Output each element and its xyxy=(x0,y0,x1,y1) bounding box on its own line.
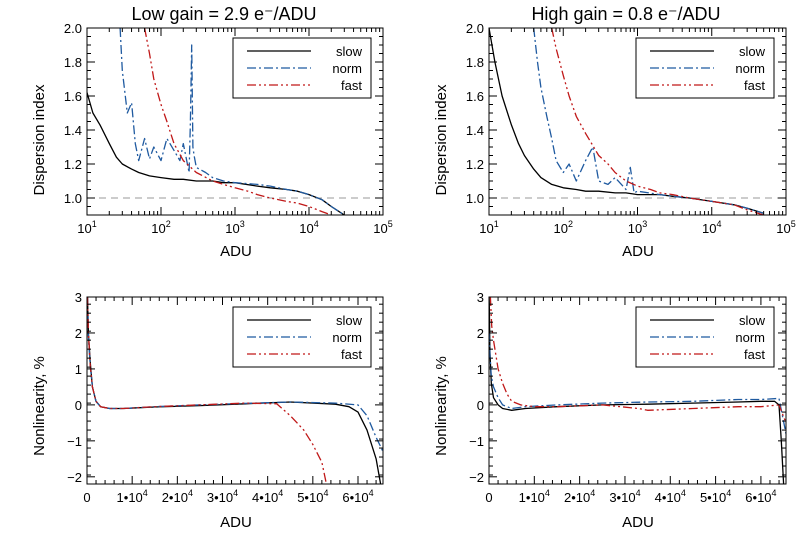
x-tick-label: 102 xyxy=(151,219,170,236)
x-tick-label: 5•104 xyxy=(700,488,731,505)
x-tick-label: 1•104 xyxy=(519,488,550,505)
legend-label-slow: slow xyxy=(336,313,363,328)
y-tick-label: 1.2 xyxy=(64,157,82,172)
x-tick-label: 3•104 xyxy=(609,488,640,505)
legend: slow norm fast xyxy=(232,306,372,368)
y-tick-label: 0 xyxy=(75,398,82,413)
y-tick-label: −1 xyxy=(469,434,484,449)
y-tick-label: −1 xyxy=(67,434,82,449)
y-tick-label: 1 xyxy=(477,362,484,377)
panel-high-gain-nonlinearity: ADU Nonlinearity, % 0 1•104 2•104 3•104 4•10… xyxy=(433,290,787,531)
x-tick-label: 101 xyxy=(479,219,498,236)
x-tick-label: 1•104 xyxy=(117,488,148,505)
y-tick-label: 1.4 xyxy=(64,123,82,138)
x-axis-label: ADU xyxy=(622,514,654,531)
x-axis-label: ADU xyxy=(220,243,252,260)
y-tick-label: 2.0 xyxy=(64,21,82,36)
x-tick-label: 104 xyxy=(702,219,721,236)
x-tick-label: 103 xyxy=(628,219,647,236)
legend: slow norm fast xyxy=(635,37,775,99)
legend-label-slow: slow xyxy=(336,44,363,59)
series-line-fast xyxy=(551,28,764,215)
legend: slow norm fast xyxy=(232,37,372,99)
y-tick-label: 2.0 xyxy=(466,21,484,36)
y-tick-label: 1.6 xyxy=(466,89,484,104)
chart-title: Low gain = 2.9 e⁻/ADU xyxy=(131,4,316,24)
series-line-fast xyxy=(143,28,332,215)
y-tick-label: −2 xyxy=(67,470,82,485)
chart-title: High gain = 0.8 e⁻/ADU xyxy=(531,4,720,24)
y-tick-label: 1.0 xyxy=(466,191,484,206)
x-tick-label: 4•104 xyxy=(655,488,686,505)
y-tick-label: 0 xyxy=(477,398,484,413)
legend-label-norm: norm xyxy=(735,330,765,345)
y-tick-label: −2 xyxy=(469,470,484,485)
x-tick-label: 6•104 xyxy=(342,488,373,505)
y-axis-label: Dispersion index xyxy=(433,84,450,195)
y-tick-label: 1.0 xyxy=(64,191,82,206)
legend: slow norm fast xyxy=(635,306,775,368)
y-tick-label: 3 xyxy=(477,290,484,305)
x-tick-label: 105 xyxy=(776,219,795,236)
x-tick-label: 105 xyxy=(373,219,392,236)
x-tick-label: 101 xyxy=(77,219,96,236)
x-tick-label: 5•104 xyxy=(297,488,328,505)
legend-label-fast: fast xyxy=(341,78,362,93)
y-tick-label: 1.8 xyxy=(64,55,82,70)
x-tick-label: 4•104 xyxy=(252,488,283,505)
legend-label-norm: norm xyxy=(332,61,362,76)
series-line-norm xyxy=(533,28,764,214)
y-axis-label: Nonlinearity, % xyxy=(433,356,450,456)
x-tick-label: 0 xyxy=(83,490,90,505)
legend-label-slow: slow xyxy=(739,44,766,59)
y-tick-label: 1.2 xyxy=(466,157,484,172)
legend-label-norm: norm xyxy=(735,61,765,76)
legend-label-norm: norm xyxy=(332,330,362,345)
legend-label-fast: fast xyxy=(744,78,765,93)
legend-label-fast: fast xyxy=(341,347,362,362)
y-tick-label: 2 xyxy=(75,326,82,341)
legend-label-slow: slow xyxy=(739,313,766,328)
y-axis-label: Dispersion index xyxy=(31,84,48,195)
y-axis-label: Nonlinearity, % xyxy=(31,356,48,456)
series-line-fast xyxy=(489,297,786,424)
panel-high-gain-dispersion: High gain = 0.8 e⁻/ADU ADU Dispersion in… xyxy=(433,4,796,260)
x-tick-label: 3•104 xyxy=(207,488,238,505)
x-tick-label: 104 xyxy=(299,219,318,236)
panel-low-gain-nonlinearity: ADU Nonlinearity, % 0 1•104 2•104 3•104 4•10… xyxy=(31,290,384,531)
y-tick-label: 1 xyxy=(75,362,82,377)
legend-label-fast: fast xyxy=(744,347,765,362)
x-axis-label: ADU xyxy=(622,243,654,260)
series-line-norm xyxy=(119,28,345,215)
series-line-fast xyxy=(87,297,328,484)
series-line-slow xyxy=(87,92,345,215)
x-tick-label: 2•104 xyxy=(564,488,595,505)
x-tick-label: 0 xyxy=(485,490,492,505)
x-tick-label: 6•104 xyxy=(745,488,776,505)
y-tick-label: 1.6 xyxy=(64,89,82,104)
y-tick-label: 1.8 xyxy=(466,55,484,70)
x-tick-label: 102 xyxy=(554,219,573,236)
plot-frame xyxy=(488,296,787,485)
y-tick-label: 3 xyxy=(75,290,82,305)
x-tick-label: 103 xyxy=(225,219,244,236)
panel-low-gain-dispersion: Low gain = 2.9 e⁻/ADU ADU Dispersion ind… xyxy=(31,4,393,260)
x-tick-label: 2•104 xyxy=(162,488,193,505)
y-tick-label: 2 xyxy=(477,326,484,341)
x-axis-label: ADU xyxy=(220,514,252,531)
plot-frame xyxy=(86,296,384,485)
y-tick-label: 1.4 xyxy=(466,123,484,138)
